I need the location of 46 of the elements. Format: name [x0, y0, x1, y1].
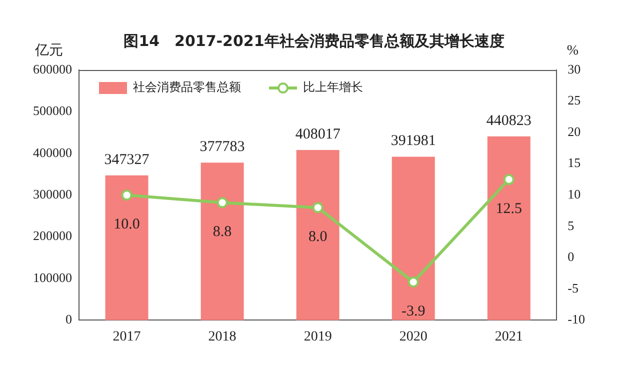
point — [121, 190, 132, 201]
x-tick-label: 2018 — [208, 329, 236, 344]
legend-label: 比上年增长 — [303, 80, 363, 94]
x-tick-label: 2021 — [494, 329, 523, 344]
y-tick-label: 200000 — [33, 228, 72, 244]
x-tick-label: 2017 — [112, 329, 141, 344]
x-tick-label: 2020 — [399, 329, 428, 344]
bar — [200, 162, 244, 320]
y-axis-title: 亿元 — [34, 42, 63, 59]
y2-tick-label: 25 — [568, 92, 581, 108]
data-label: 8.8 — [212, 224, 232, 240]
legend-label: 社会消费品零售总额 — [133, 80, 241, 94]
bar — [392, 156, 435, 320]
y2-tick-label: 0 — [568, 249, 574, 264]
y2-tick-label: 10 — [568, 186, 581, 202]
data-label: 12.5 — [496, 200, 522, 217]
x-tick-label: 2019 — [304, 329, 332, 344]
data-label: 10.0 — [114, 216, 140, 233]
y2-axis-title: % — [566, 44, 579, 59]
y-tick-label: 500000 — [33, 103, 72, 118]
y2-tick-label: -5 — [568, 280, 579, 296]
y-tick-label: 300000 — [33, 186, 72, 202]
y2-tick-label: -10 — [568, 312, 586, 327]
bar — [296, 150, 340, 320]
data-label: 8.0 — [308, 229, 328, 246]
data-label: 408017 — [295, 126, 341, 142]
bar — [487, 136, 530, 320]
data-label: 391981 — [390, 133, 436, 150]
y-tick-label: 0 — [66, 312, 72, 327]
data-label: -3.9 — [401, 303, 426, 320]
y2-tick-label: 15 — [568, 155, 581, 170]
data-label: 440823 — [486, 112, 532, 129]
y2-tick-label: 20 — [568, 124, 581, 139]
data-label: 377783 — [200, 139, 245, 156]
y-tick-label: 100000 — [33, 270, 72, 285]
point — [312, 202, 324, 214]
y-tick-label: 600000 — [33, 61, 72, 76]
point — [503, 174, 514, 185]
y-tick-label: 400000 — [33, 144, 72, 160]
data-label: 347327 — [104, 152, 150, 168]
y2-tick-label: 30 — [568, 61, 581, 76]
point — [216, 197, 228, 208]
chart-title: 图14 2017-2021年社会消费品零售总额及其增长速度 — [124, 32, 504, 50]
point — [408, 276, 419, 288]
y2-tick-label: 5 — [568, 218, 574, 233]
bar — [105, 175, 148, 320]
